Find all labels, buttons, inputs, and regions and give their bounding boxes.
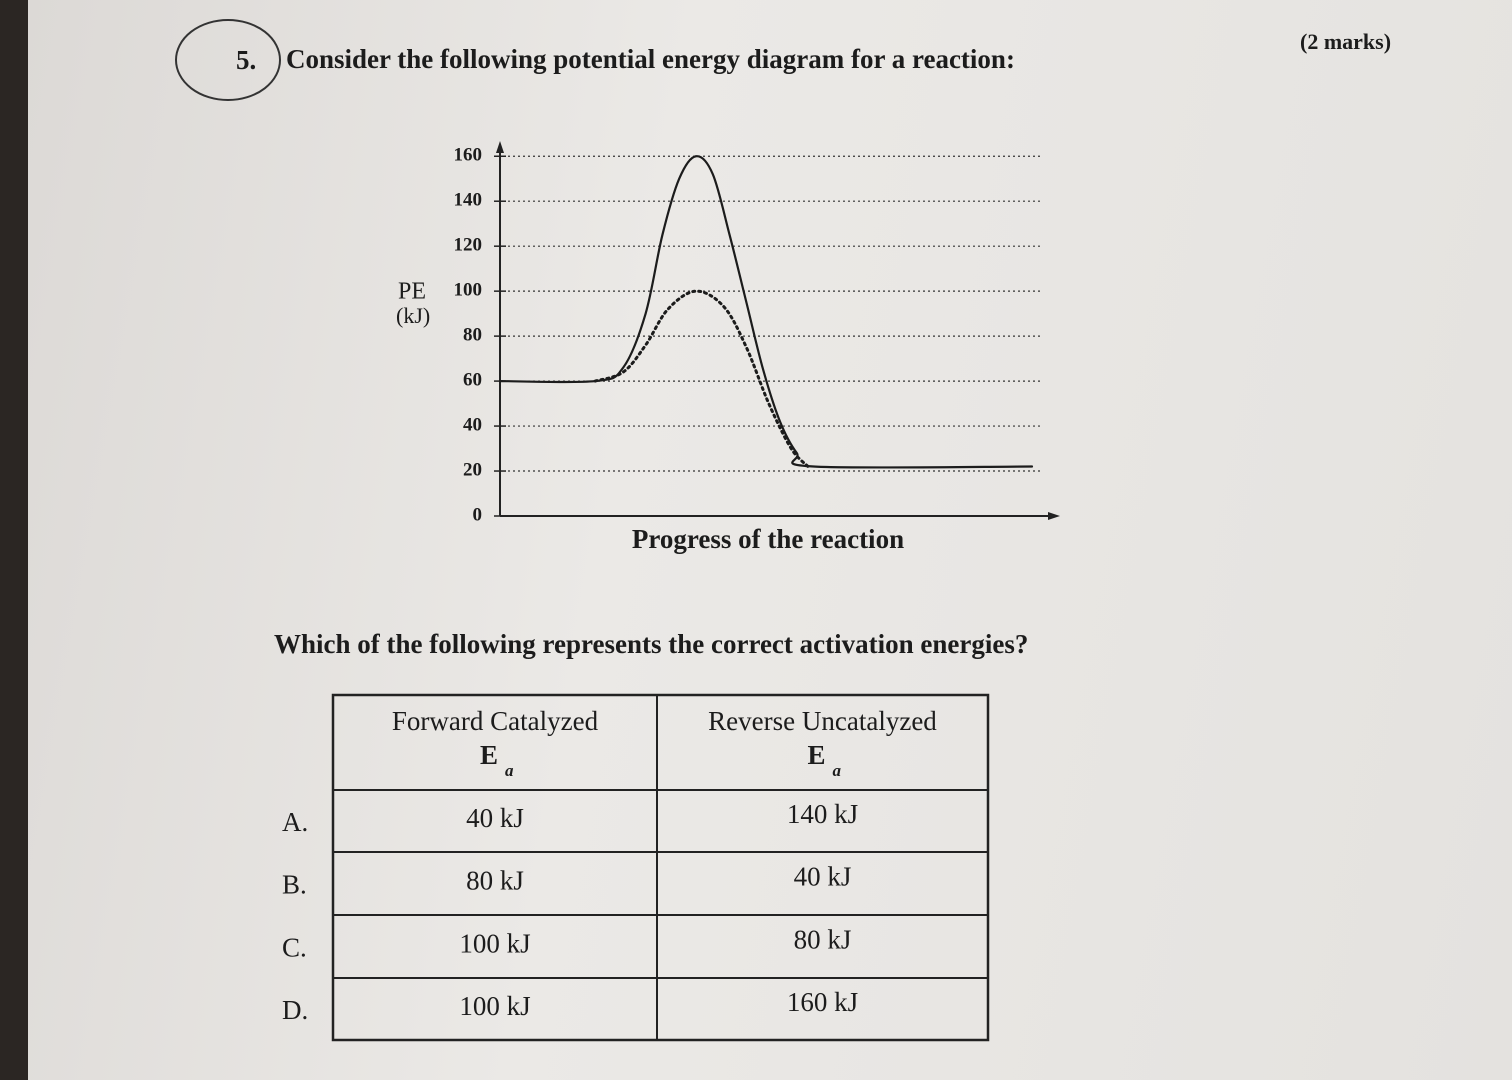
header-symbol: E <box>480 740 498 770</box>
table-cell: 40 kJ <box>794 862 852 892</box>
header-text: Forward Catalyzed <box>392 706 599 736</box>
y-tick-label: 160 <box>454 145 483 166</box>
question-text: Which of the following represents the co… <box>274 629 1028 659</box>
option-letter: A. <box>282 807 308 837</box>
y-tick-label: 100 <box>454 280 483 301</box>
option-letter: B. <box>282 870 307 900</box>
header-text: Reverse Uncatalyzed <box>708 706 937 736</box>
y-tick-label: 0 <box>473 504 483 525</box>
header-subscript: a <box>833 761 842 780</box>
table-cell: 100 kJ <box>459 991 530 1021</box>
energy-curve <box>498 155 1034 469</box>
table-cell: 160 kJ <box>787 987 858 1017</box>
table-cell: 80 kJ <box>794 925 852 955</box>
x-axis-label: Progress of the reaction <box>632 524 904 554</box>
option-letter: D. <box>282 995 308 1025</box>
y-tick-label: 60 <box>463 369 482 390</box>
handwritten-circle <box>175 19 281 101</box>
energy-curve <box>593 289 810 469</box>
x-axis-arrow <box>1048 512 1060 520</box>
option-letter: C. <box>282 933 307 963</box>
question-number: 5. <box>236 45 256 75</box>
table-cell: 140 kJ <box>787 799 858 829</box>
y-axis-arrow <box>496 141 504 153</box>
answer-table: Forward Catalyzed Ea Reverse Uncatalyzed Ea… <box>282 693 990 1042</box>
question-text: Consider the following potential energy … <box>286 44 1015 74</box>
table-border <box>331 693 990 1042</box>
table-cell: 100 kJ <box>459 929 530 959</box>
header-symbol: E <box>807 740 825 770</box>
y-tick-label: 20 <box>463 459 482 480</box>
y-tick-label: 140 <box>454 190 483 211</box>
y-tick-label: 80 <box>463 324 482 345</box>
table-cell: 80 kJ <box>466 866 524 896</box>
y-axis-label: PE <box>398 279 426 305</box>
table-cell: 40 kJ <box>466 803 524 833</box>
y-tick-label: 120 <box>454 235 483 256</box>
y-tick-label: 40 <box>463 414 482 435</box>
marks: (2 marks) <box>1300 29 1391 54</box>
energy-diagram: 0 20 40 60 80 100 120 140 160 <box>454 141 1060 525</box>
y-axis-label: (kJ) <box>396 303 430 328</box>
header-subscript: a <box>505 761 514 780</box>
paper <box>28 0 1512 1080</box>
